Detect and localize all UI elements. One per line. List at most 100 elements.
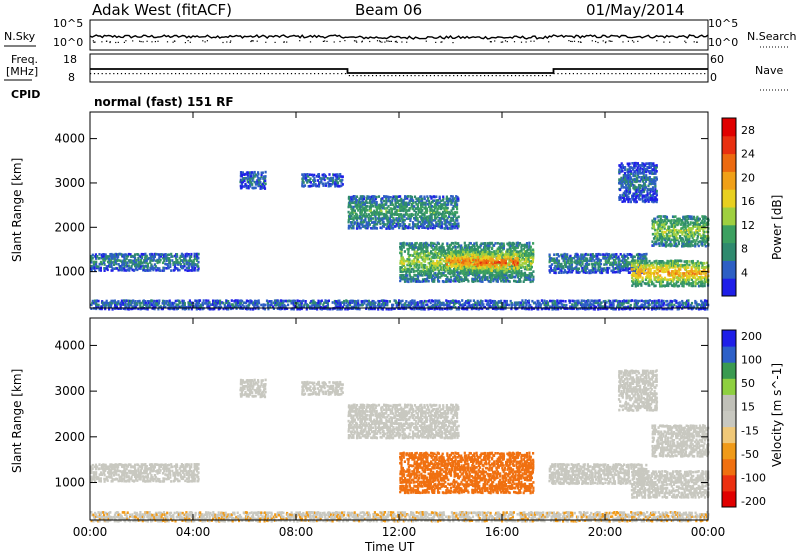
nave-point [259, 73, 262, 75]
power-cell [603, 263, 606, 266]
power-cell [486, 247, 489, 251]
power-cell [177, 268, 180, 272]
power-cell [445, 208, 448, 212]
power-cell [468, 250, 471, 254]
power-cell [108, 265, 112, 268]
power-cell [423, 273, 427, 277]
power-cell [446, 227, 449, 230]
power-cell [414, 252, 417, 256]
power-cell [676, 280, 680, 284]
power-cell [446, 261, 449, 265]
power-cell [391, 207, 394, 211]
power-cell [402, 264, 405, 267]
power-cell [139, 265, 142, 268]
power-cell [435, 262, 438, 265]
power-cell [124, 261, 127, 264]
power-cell [486, 275, 489, 279]
nsearch-point [631, 40, 634, 42]
power-cell [698, 217, 701, 221]
power-cell [436, 268, 439, 271]
power-cell [442, 248, 446, 251]
power-cell [123, 263, 126, 266]
power-cell [120, 260, 123, 264]
power-cell [260, 171, 263, 175]
power-cell [418, 201, 421, 204]
power-cell [145, 261, 148, 264]
power-cell [158, 257, 161, 260]
power-cell [441, 222, 444, 226]
nsearch-point [230, 40, 232, 42]
nave-point [325, 73, 327, 75]
power-cell [354, 199, 357, 202]
power-cell [103, 261, 106, 264]
power-cell [441, 257, 444, 261]
power-cell [460, 246, 463, 250]
power-cell [330, 182, 333, 186]
nave-point [445, 75, 447, 77]
power-cell [426, 248, 429, 251]
power-cell [461, 253, 464, 256]
power-cell [409, 275, 412, 279]
nave-point [248, 73, 250, 75]
nsearch-point [146, 40, 148, 42]
power-cell [335, 184, 338, 187]
power-cell [418, 260, 421, 264]
power-cell [421, 278, 425, 281]
power-cell [356, 203, 359, 207]
power-cell [95, 262, 98, 266]
power-cell [430, 250, 433, 253]
power-cell [474, 277, 477, 281]
power-cell [452, 219, 455, 222]
power-cell [450, 225, 453, 228]
power-cell [109, 254, 112, 258]
power-cell [670, 242, 673, 246]
nave-point [511, 75, 513, 77]
power-cell [103, 267, 106, 270]
power-cell [412, 199, 415, 202]
power-cell [408, 277, 411, 281]
power-cell [356, 216, 360, 220]
power-cell [432, 256, 435, 260]
power-cell [409, 207, 412, 210]
power-cell [443, 212, 446, 216]
power-cell [472, 277, 475, 281]
power-cell [408, 258, 411, 261]
power-cell [437, 213, 440, 217]
power-cell [138, 263, 141, 266]
power-cell [391, 197, 394, 200]
power-cell [402, 203, 405, 206]
power-cell [117, 268, 120, 272]
power-cell [665, 240, 668, 244]
power-cell [310, 173, 313, 177]
power-cell [502, 242, 505, 246]
power-cell [410, 244, 413, 248]
power-cell [412, 279, 415, 283]
power-cell [464, 246, 467, 249]
power-cell [240, 181, 243, 184]
power-cell [407, 225, 410, 228]
power-cell [444, 211, 447, 215]
nave-point [93, 73, 96, 75]
nsearch-point [324, 40, 326, 42]
power-cell [156, 253, 159, 256]
power-cell [413, 243, 416, 247]
power-cell [440, 212, 443, 216]
power-cell [436, 276, 440, 279]
power-cell [437, 272, 440, 275]
power-cell [375, 203, 378, 206]
power-cell [91, 266, 94, 270]
power-cell [656, 237, 659, 240]
power-cell [457, 225, 460, 228]
power-cell [402, 246, 405, 249]
power-cell [444, 274, 447, 277]
power-cell [448, 279, 451, 283]
power-cell [654, 284, 657, 288]
power-cell [150, 254, 153, 258]
power-cell [382, 225, 386, 228]
power-cell [418, 209, 421, 212]
nsearch-point [663, 41, 665, 43]
power-cell [355, 195, 359, 198]
power-cell [112, 253, 115, 257]
power-cell [400, 197, 403, 201]
nave-point [615, 73, 617, 75]
